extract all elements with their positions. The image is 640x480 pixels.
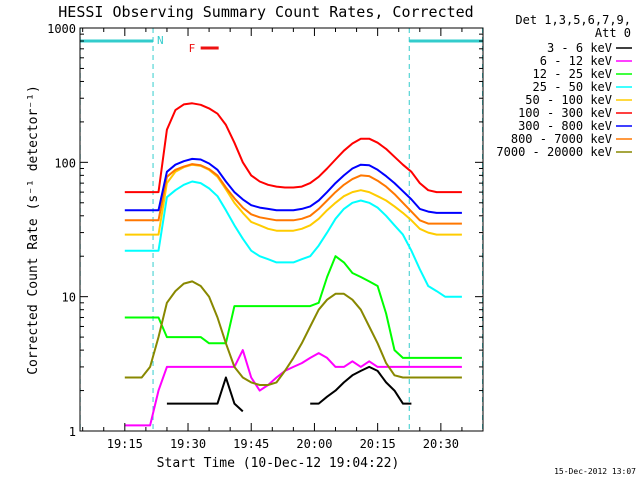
timestamp: 15-Dec-2012 13:07: [554, 467, 636, 476]
series-line: [166, 365, 412, 413]
series-line: [124, 349, 462, 427]
series-line: [124, 180, 462, 298]
chart-title: HESSI Observing Summary Count Rates, Cor…: [58, 3, 473, 21]
legend-entry-label: 800 - 7000 keV: [511, 132, 612, 146]
x-tick-label: 19:45: [233, 437, 269, 451]
y-tick-label: 10: [62, 291, 76, 305]
x-tick-label: 20:15: [360, 437, 396, 451]
y-axis-label: Corrected Count Rate (s⁻¹ detector⁻¹): [26, 85, 41, 375]
series-line: [124, 255, 462, 359]
legend-entry-label: 3 - 6 keV: [547, 41, 612, 55]
y-tick-label: 1000: [47, 22, 76, 36]
x-tick-label: 20:00: [296, 437, 332, 451]
axes: 19:15 19:30 19:45 20:00 20:15 20:30 1 10 100 1000: [47, 22, 484, 451]
legend-entry-label: 7000 - 20000 keV: [496, 145, 612, 159]
y-tick-label: 1: [69, 425, 76, 439]
night-marker-label: N: [157, 34, 164, 47]
legend-entry-label: 25 - 50 keV: [533, 80, 612, 94]
series-line: [124, 280, 462, 386]
x-axis-label: Start Time (10-Dec-12 19:04:22): [157, 456, 400, 471]
legend-entry-label: 6 - 12 keV: [540, 54, 612, 68]
plot-frame: [79, 27, 484, 432]
x-tick-label: 20:30: [423, 437, 459, 451]
series-line: [124, 163, 462, 225]
flare-marker-label: F: [189, 42, 196, 55]
legend-header-line-1: Det 1,3,5,6,7,9,: [515, 13, 631, 27]
legend-entry-label: 50 - 100 keV: [525, 93, 612, 107]
x-tick-label: 19:30: [170, 437, 206, 451]
x-tick-label: 19:15: [107, 437, 143, 451]
series-line: [124, 157, 462, 214]
legend-entry-label: 12 - 25 keV: [533, 67, 612, 81]
y-tick-label: 100: [54, 156, 76, 170]
series-layer: [124, 102, 462, 427]
legend-entry-label: 100 - 300 keV: [518, 106, 612, 120]
series-line: [124, 102, 462, 194]
legend-header-line-2: Att 0: [595, 26, 631, 40]
legend-entry-label: 300 - 800 keV: [518, 119, 612, 133]
